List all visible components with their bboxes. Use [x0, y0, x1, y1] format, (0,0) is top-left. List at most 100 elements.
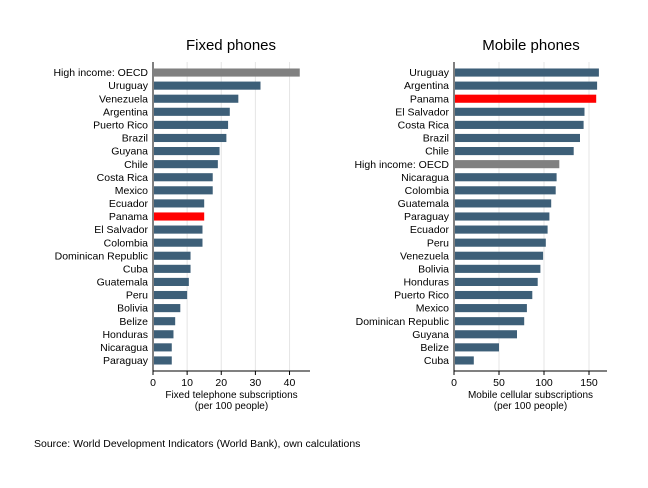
category-label-mobile-brazil: Brazil — [423, 133, 449, 145]
bar-fixed-brazil — [154, 133, 227, 143]
bar-mobile-venezuela — [455, 251, 544, 260]
category-label-fixed-puerto-rico: Puerto Rico — [93, 119, 148, 131]
category-label-fixed-belize: Belize — [119, 316, 148, 328]
x-tick-label-fixed-10: 10 — [181, 377, 193, 389]
category-label-fixed-argentina: Argentina — [103, 106, 148, 118]
category-label-mobile-colombia: Colombia — [405, 185, 450, 197]
x-tick-label-mobile-0: 0 — [451, 377, 457, 389]
bar-fixed-dominican-republic — [154, 251, 191, 260]
x-tick-label-fixed-0: 0 — [150, 377, 156, 389]
category-label-fixed-peru: Peru — [126, 290, 148, 302]
category-label-mobile-venezuela: Venezuela — [400, 250, 449, 262]
bar-fixed-panama — [154, 212, 205, 221]
bar-fixed-ecuador — [154, 199, 205, 208]
bar-fixed-uruguay — [154, 81, 261, 90]
x-tick-label-fixed-30: 30 — [250, 377, 262, 389]
category-label-mobile-dominican-republic: Dominican Republic — [356, 316, 449, 328]
bar-mobile-costa-rica — [455, 120, 584, 129]
bar-mobile-brazil — [455, 133, 580, 143]
bar-fixed-colombia — [154, 238, 203, 247]
x-axis-title-fixed-line2: (per 100 people) — [195, 401, 268, 412]
category-label-mobile-guyana: Guyana — [412, 329, 449, 341]
category-label-mobile-belize: Belize — [420, 342, 449, 354]
bar-mobile-cuba — [455, 356, 474, 365]
x-axis-title-fixed-line1: Fixed telephone subscriptions — [165, 390, 297, 401]
category-label-mobile-cuba: Cuba — [424, 355, 449, 367]
bar-mobile-guatemala — [455, 199, 552, 208]
bar-mobile-chile — [455, 147, 574, 156]
x-axis-title-mobile-line2: (per 100 people) — [494, 401, 567, 412]
category-label-mobile-ecuador: Ecuador — [410, 224, 450, 236]
bar-fixed-bolivia — [154, 304, 181, 313]
x-axis-title-mobile-line1: Mobile cellular subscriptions — [468, 390, 593, 401]
category-label-fixed-chile: Chile — [124, 159, 148, 171]
category-label-mobile-costa-rica: Costa Rica — [398, 119, 450, 131]
bar-fixed-cuba — [154, 264, 191, 273]
bar-fixed-puerto-rico — [154, 120, 229, 129]
x-tick-label-mobile-100: 100 — [535, 377, 553, 389]
x-tick-label-fixed-20: 20 — [215, 377, 227, 389]
bar-mobile-bolivia — [455, 264, 541, 273]
category-label-fixed-guatemala: Guatemala — [97, 277, 149, 289]
chart-panel-fixed: Fixed phones High income: OECDUruguayVene… — [53, 37, 310, 412]
category-label-fixed-honduras: Honduras — [102, 329, 148, 341]
category-label-mobile-paraguay: Paraguay — [404, 211, 450, 223]
source-note: Source: World Development Indicators (Wo… — [34, 438, 361, 450]
category-label-mobile-peru: Peru — [427, 237, 449, 249]
bar-mobile-argentina — [455, 81, 598, 90]
category-label-mobile-uruguay: Uruguay — [409, 67, 449, 79]
bar-fixed-el-salvador — [154, 225, 203, 234]
bar-mobile-mexico — [455, 304, 527, 313]
bar-fixed-argentina — [154, 107, 230, 116]
bar-mobile-uruguay — [455, 68, 599, 77]
category-label-fixed-panama: Panama — [109, 211, 148, 223]
category-label-mobile-argentina: Argentina — [404, 80, 449, 92]
bar-fixed-high-income-oecd — [154, 68, 300, 77]
bar-mobile-colombia — [455, 186, 556, 195]
bar-mobile-high-income-oecd — [455, 160, 560, 169]
category-label-fixed-dominican-republic: Dominican Republic — [55, 250, 148, 262]
bar-mobile-guyana — [455, 330, 517, 339]
category-label-fixed-mexico: Mexico — [115, 185, 148, 197]
x-tick-label-fixed-40: 40 — [284, 377, 296, 389]
category-label-mobile-bolivia: Bolivia — [418, 263, 449, 275]
bar-fixed-paraguay — [154, 356, 172, 365]
category-label-mobile-puerto-rico: Puerto Rico — [394, 290, 449, 302]
chart-title-fixed: Fixed phones — [186, 37, 276, 54]
category-label-mobile-el-salvador: El Salvador — [395, 106, 449, 118]
bar-fixed-nicaragua — [154, 343, 172, 352]
category-label-mobile-guatemala: Guatemala — [398, 198, 450, 210]
bar-mobile-dominican-republic — [455, 317, 525, 326]
bar-mobile-nicaragua — [455, 173, 557, 182]
bar-fixed-chile — [154, 160, 218, 169]
x-tick-label-mobile-50: 50 — [493, 377, 505, 389]
category-label-fixed-cuba: Cuba — [123, 263, 148, 275]
category-label-mobile-honduras: Honduras — [403, 277, 449, 289]
category-label-fixed-el-salvador: El Salvador — [94, 224, 148, 236]
category-label-fixed-paraguay: Paraguay — [103, 355, 149, 367]
category-label-mobile-chile: Chile — [425, 146, 449, 158]
bar-mobile-paraguay — [455, 212, 550, 221]
category-label-fixed-colombia: Colombia — [104, 237, 149, 249]
bar-fixed-honduras — [154, 330, 174, 339]
bar-fixed-guyana — [154, 147, 220, 156]
bar-mobile-honduras — [455, 277, 538, 286]
category-label-fixed-bolivia: Bolivia — [117, 303, 148, 315]
bar-mobile-belize — [455, 343, 499, 352]
bar-mobile-panama — [455, 94, 597, 103]
category-label-fixed-ecuador: Ecuador — [109, 198, 149, 210]
bar-fixed-peru — [154, 290, 188, 300]
category-label-mobile-panama: Panama — [410, 93, 449, 105]
category-label-fixed-venezuela: Venezuela — [99, 93, 148, 105]
category-label-mobile-high-income-oecd: High income: OECD — [354, 159, 449, 171]
bar-mobile-puerto-rico — [455, 290, 533, 300]
bar-mobile-ecuador — [455, 225, 548, 234]
bar-fixed-belize — [154, 317, 176, 326]
category-label-fixed-uruguay: Uruguay — [108, 80, 148, 92]
category-label-fixed-high-income-oecd: High income: OECD — [53, 67, 148, 79]
bar-fixed-venezuela — [154, 94, 239, 103]
bar-mobile-peru — [455, 238, 546, 247]
category-label-fixed-nicaragua: Nicaragua — [100, 342, 148, 354]
